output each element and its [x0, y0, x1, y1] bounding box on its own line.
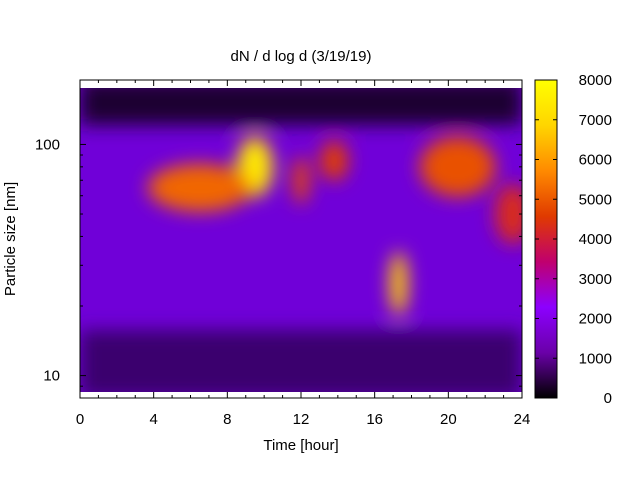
colorbar-tick-label: 3000: [579, 271, 612, 288]
x-axis: 0 4 8 12 16 20 24: [76, 80, 531, 428]
heatmap-feature: [293, 156, 309, 205]
colorbar-tick-label: 4000: [579, 231, 612, 248]
x-tick-label: 8: [223, 411, 231, 428]
heatmap-lower-fringe: [80, 330, 522, 392]
colorbar-tick-label: 8000: [579, 72, 612, 89]
y-tick-label: 100: [35, 136, 60, 153]
x-tick-label: 12: [293, 411, 310, 428]
heatmap-feature: [419, 136, 496, 197]
x-tick-label: 16: [366, 411, 383, 428]
colorbar-tick-label: 6000: [579, 152, 612, 169]
x-tick-label: 20: [440, 411, 457, 428]
colorbar-tick-label: 0: [604, 390, 612, 407]
heatmap-feature: [320, 140, 349, 181]
heatmap-feature: [494, 184, 522, 245]
colorbar-tick-label: 7000: [579, 112, 612, 129]
colorbar-tick-label: 5000: [579, 191, 612, 208]
chart-title: dN / d log d (3/19/19): [231, 48, 372, 65]
colorbar-tick-label: 2000: [579, 311, 612, 328]
y-tick-label: 10: [43, 368, 60, 385]
heatmap-area: [80, 88, 522, 392]
heatmap-feature: [147, 163, 252, 212]
y-axis: 10 100: [35, 136, 522, 399]
x-tick-label: 24: [514, 411, 531, 428]
x-tick-label: 0: [76, 411, 84, 428]
colorbar-tick-label: 1000: [579, 350, 612, 367]
heatmap-intensity: [80, 88, 522, 392]
heatmap-upper-fringe: [80, 88, 522, 125]
colorbar: 0 1000 2000 3000 4000 5000 6000 7000 8000: [534, 72, 612, 407]
x-axis-label: Time [hour]: [263, 437, 338, 454]
colorbar-ticks: 0 1000 2000 3000 4000 5000 6000 7000 8000: [535, 72, 612, 407]
y-axis-label: Particle size [nm]: [2, 182, 19, 296]
x-tick-label: 4: [149, 411, 157, 428]
heatmap-feature: [389, 251, 408, 316]
